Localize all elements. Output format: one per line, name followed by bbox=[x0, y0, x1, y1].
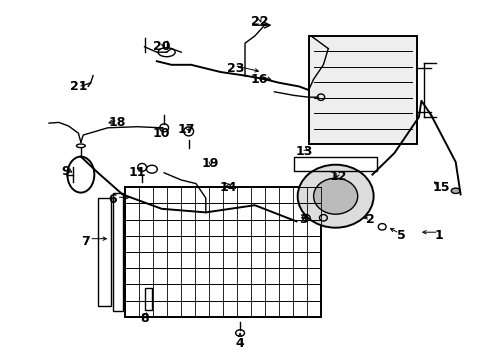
Ellipse shape bbox=[314, 178, 358, 214]
Bar bbox=[113, 193, 123, 311]
Text: 6: 6 bbox=[108, 193, 117, 206]
Bar bbox=[125, 187, 321, 317]
Text: 9: 9 bbox=[62, 165, 71, 177]
Text: 5: 5 bbox=[397, 229, 406, 242]
Bar bbox=[294, 157, 377, 171]
Text: 13: 13 bbox=[295, 145, 313, 158]
Text: 14: 14 bbox=[219, 181, 237, 194]
Text: 11: 11 bbox=[128, 166, 146, 179]
Text: 22: 22 bbox=[251, 15, 269, 28]
Text: 3: 3 bbox=[299, 213, 308, 226]
Text: 21: 21 bbox=[70, 80, 87, 93]
Bar bbox=[98, 198, 111, 306]
Text: 8: 8 bbox=[140, 312, 149, 325]
Ellipse shape bbox=[451, 188, 460, 194]
Text: 10: 10 bbox=[153, 127, 171, 140]
Text: 15: 15 bbox=[432, 181, 450, 194]
Text: 2: 2 bbox=[366, 213, 374, 226]
Text: 4: 4 bbox=[236, 337, 245, 350]
Text: 23: 23 bbox=[226, 62, 244, 75]
Text: 1: 1 bbox=[434, 229, 443, 242]
Text: 18: 18 bbox=[109, 116, 126, 129]
Text: 20: 20 bbox=[153, 40, 171, 53]
Text: 12: 12 bbox=[329, 170, 347, 183]
Bar bbox=[309, 36, 416, 144]
Bar bbox=[145, 288, 152, 310]
Ellipse shape bbox=[298, 165, 374, 228]
Text: 16: 16 bbox=[251, 73, 269, 86]
Text: 19: 19 bbox=[202, 157, 220, 170]
Text: 7: 7 bbox=[81, 235, 90, 248]
Text: 17: 17 bbox=[177, 123, 195, 136]
